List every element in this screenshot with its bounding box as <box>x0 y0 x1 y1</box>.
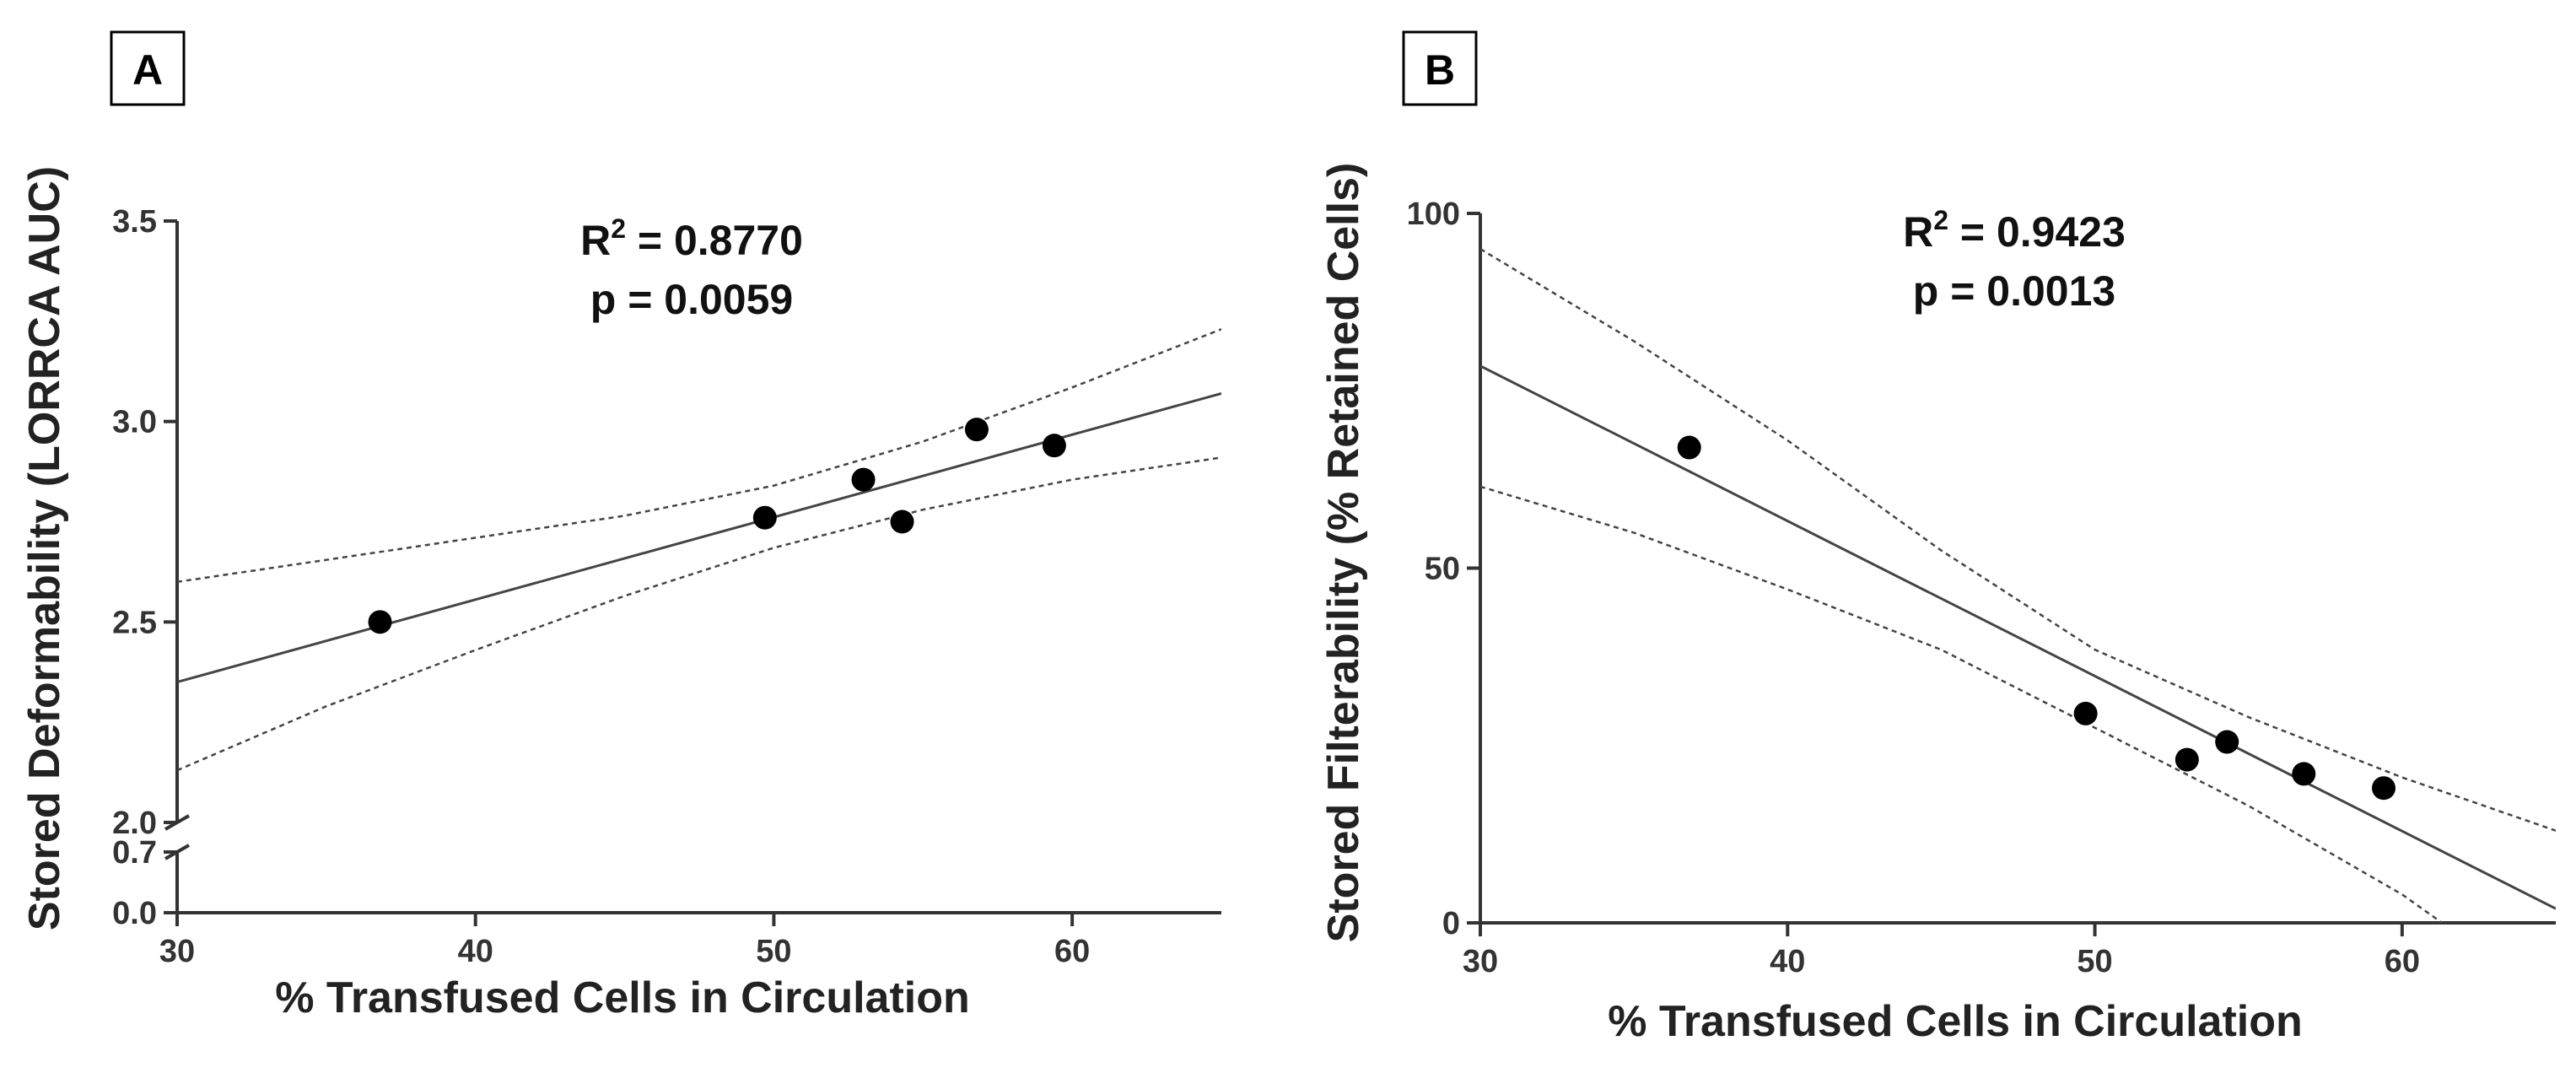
panel-b-label: B <box>1425 46 1455 94</box>
panel-a-data-point <box>964 418 989 442</box>
panel-b-x-tick-label: 60 <box>2385 944 2420 979</box>
panel-a-ci-upper <box>177 328 1221 584</box>
panel-b-fit-line <box>1480 364 2556 910</box>
panel-b-r-squared: R2 = 0.9423 <box>1903 205 2126 256</box>
panel-a-y-tick-label: 2.0 <box>112 806 157 841</box>
panel-b-ci-lower <box>1480 485 2443 923</box>
panel-b-data-point <box>2073 701 2098 725</box>
panel-a-label-box <box>110 30 186 106</box>
panel-b-x-tick-label: 40 <box>1770 944 1805 979</box>
panel-a-y-tick-label: 0.7 <box>112 835 157 871</box>
panel-a-x-axis-title: % Transfused Cells in Circulation <box>275 973 970 1022</box>
panel-b-y-tick-label: 50 <box>1425 552 1460 587</box>
panel-b-y-tick-label: 0 <box>1442 906 1460 941</box>
panel-a-r2-superscript: 2 <box>611 213 626 244</box>
panel-b-x-tick-label: 30 <box>1463 944 1498 979</box>
panel-b-y-axis-title: Stored Filterability (% Retained Cells) <box>1319 163 1368 943</box>
panel-a-y-tick-label: 0.0 <box>112 896 157 931</box>
panel-a-curves <box>177 328 1221 772</box>
panel-b-label-box <box>1402 30 1478 106</box>
panel-a-r-squared: R2 = 0.8770 <box>580 213 803 264</box>
panel-a-label: A <box>132 46 163 94</box>
panel-a-data-point <box>752 505 777 530</box>
panel-b-y-tick-label: 100 <box>1407 197 1460 232</box>
panel-a-r2-value: = 0.8770 <box>626 217 803 264</box>
panel-b-p-value: p = 0.0013 <box>1913 267 2115 315</box>
panel-b-ci-upper <box>1480 248 2556 832</box>
panel-a-y-tick-label: 3.0 <box>112 405 157 440</box>
panel-b-r2-value: = 0.9423 <box>1948 208 2126 256</box>
panel-b-data-point <box>1677 435 1701 460</box>
panel-a: A Stored Deformability (LORRCA AUC) % Tr… <box>20 30 1221 1022</box>
panel-b-x-tick-label: 50 <box>2077 944 2112 979</box>
panel-a-fit-line <box>177 391 1221 684</box>
panel-a-x-tick-label: 30 <box>159 934 195 969</box>
panel-b-curves <box>1480 248 2556 923</box>
panel-b-x-axis-title: % Transfused Cells in Circulation <box>1608 997 2303 1046</box>
panel-b-data-point <box>2292 762 2316 786</box>
panel-a-data-point <box>890 510 914 534</box>
panel-b: B Stored Filterability (% Retained Cells… <box>1319 30 2556 1046</box>
panel-b-r2-superscript: 2 <box>1933 205 1948 235</box>
panel-a-y-tick-label: 3.5 <box>112 204 157 240</box>
panel-a-data-point <box>851 467 876 492</box>
panel-b-data-point <box>2372 776 2395 801</box>
panel-a-p-value: p = 0.0059 <box>590 276 793 323</box>
panel-a-data-point <box>1042 434 1066 458</box>
panel-a-x-tick-label: 50 <box>756 934 791 969</box>
panel-a-ci-lower <box>177 456 1221 772</box>
panel-a-x-tick-label: 60 <box>1054 934 1090 969</box>
panel-a-x-tick-label: 40 <box>458 934 493 969</box>
panel-a-data-point <box>368 610 392 634</box>
panel-b-data-point <box>2175 747 2199 772</box>
panel-b-data-point <box>2215 730 2239 754</box>
panel-a-y-axis-title: Stored Deformability (LORRCA AUC) <box>20 166 69 930</box>
panel-b-r2-prefix: R <box>1903 208 1933 256</box>
panel-a-y-tick-label: 2.5 <box>112 605 157 640</box>
panel-a-r2-prefix: R <box>580 217 611 264</box>
